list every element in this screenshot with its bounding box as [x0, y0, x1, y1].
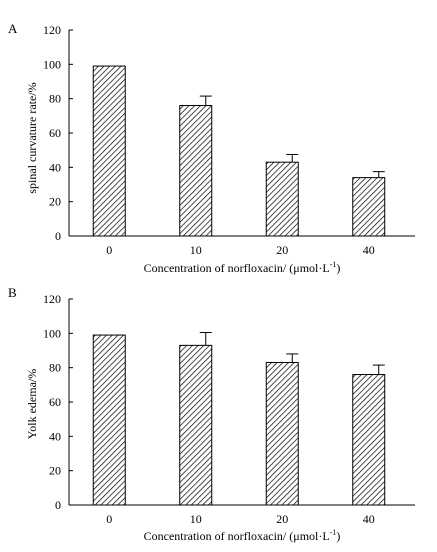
panel-a-x-tick-label: 20 [276, 243, 288, 257]
panel-b-x-tick-label: 40 [363, 512, 375, 526]
panel-b-y-tick-label: 60 [49, 395, 61, 409]
panel-b-x-tick-label: 10 [190, 512, 202, 526]
panel-a-bar [352, 177, 386, 237]
panel-b-y-tick-label: 100 [43, 326, 61, 340]
panel-b-y-tick-label: 0 [55, 498, 61, 512]
panel-a-x-tick-label: 40 [363, 243, 375, 257]
panel-a: A spinal curvature rate/% 02040608010012… [8, 21, 415, 275]
panel-b-axes: 0 20 40 60 80 100 120 0 10 20 40 [43, 292, 415, 526]
panel-a-bar [179, 105, 213, 237]
panel-b-label: B [8, 285, 17, 300]
panel-b-bar [179, 344, 213, 506]
panel-a-axes: 0 20 40 60 80 100 120 0 10 20 40 [43, 23, 415, 257]
panel-a-x-tick-label: 0 [106, 243, 112, 257]
panel-b-y-tick-label: 120 [43, 292, 61, 306]
panel-a-label: A [8, 21, 18, 36]
panel-a-y-tick-label: 0 [55, 229, 61, 243]
panel-a-bar [265, 161, 299, 237]
panel-a-y-tick-label: 60 [49, 126, 61, 140]
panel-a-xlabel: Concentration of norfloxacin/ (μmol·L-1) [144, 260, 341, 275]
panel-b-x-tick-label: 20 [276, 512, 288, 526]
panel-b-y-tick-label: 80 [49, 361, 61, 375]
panel-a-y-tick-label: 80 [49, 92, 61, 106]
panel-a-y-tick-label: 120 [43, 23, 61, 37]
panel-a-y-tick-label: 20 [49, 195, 61, 209]
panel-b-y-tick-label: 40 [49, 429, 61, 443]
panel-a-bar [92, 65, 126, 237]
panel-a-ylabel: spinal curvature rate/% [25, 82, 39, 193]
panel-b-xlabel: Concentration of norfloxacin/ (μmol·L-1) [144, 528, 341, 543]
panel-a-x-tick-label: 10 [190, 243, 202, 257]
panel-a-y-tick-label: 100 [43, 57, 61, 71]
panel-b-bar [265, 362, 299, 506]
panel-b-y-tick-label: 20 [49, 464, 61, 478]
panel-b-bar [92, 334, 126, 506]
panel-b-bar [352, 374, 386, 506]
panel-a-y-tick-label: 40 [49, 160, 61, 174]
panel-b-x-tick-label: 0 [106, 512, 112, 526]
panel-b-ylabel: Yolk edema/% [25, 369, 39, 439]
panel-b: B Yolk edema/% 0 20 40 60 80 100 120 0 10 20 40 Co… [8, 285, 415, 543]
